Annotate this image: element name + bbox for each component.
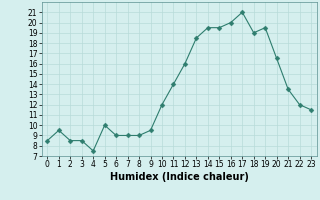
X-axis label: Humidex (Indice chaleur): Humidex (Indice chaleur): [110, 172, 249, 182]
